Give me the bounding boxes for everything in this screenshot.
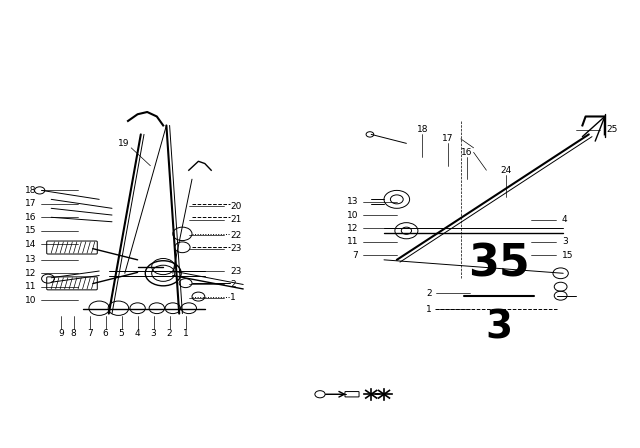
Text: 19: 19 (118, 139, 130, 148)
Text: 25: 25 (607, 125, 618, 134)
Text: 1: 1 (183, 329, 188, 338)
Text: 6: 6 (103, 329, 108, 338)
Text: 17: 17 (442, 134, 454, 143)
Text: 3: 3 (486, 308, 513, 346)
Text: 17: 17 (25, 199, 36, 208)
Text: 3: 3 (151, 329, 156, 338)
Text: 13: 13 (347, 197, 358, 206)
Text: 24: 24 (500, 166, 511, 175)
Text: 4: 4 (562, 215, 568, 224)
Text: 9: 9 (58, 329, 63, 338)
Text: 35: 35 (468, 243, 530, 286)
Text: 23: 23 (230, 244, 242, 253)
Text: 21: 21 (230, 215, 242, 224)
Text: 10: 10 (347, 211, 358, 220)
Text: 8: 8 (71, 329, 76, 338)
Text: 11: 11 (25, 282, 36, 291)
Text: 20: 20 (230, 202, 242, 211)
Text: 15: 15 (562, 251, 573, 260)
Text: 22: 22 (230, 231, 242, 240)
Text: 14: 14 (25, 240, 36, 249)
Text: 4: 4 (135, 329, 140, 338)
Text: 7: 7 (87, 329, 92, 338)
Text: 7: 7 (353, 251, 358, 260)
FancyBboxPatch shape (47, 277, 97, 290)
Text: 2: 2 (426, 289, 432, 298)
Text: 13: 13 (25, 255, 36, 264)
Text: 12: 12 (25, 269, 36, 278)
Text: 16: 16 (25, 213, 36, 222)
Text: 16: 16 (461, 148, 473, 157)
Text: 11: 11 (347, 237, 358, 246)
Text: 10: 10 (25, 296, 36, 305)
Text: 2: 2 (230, 280, 236, 289)
Text: 12: 12 (347, 224, 358, 233)
Text: 1: 1 (426, 305, 432, 314)
Text: 18: 18 (25, 186, 36, 195)
Text: 5: 5 (119, 329, 124, 338)
Text: 18: 18 (417, 125, 428, 134)
FancyBboxPatch shape (47, 241, 97, 254)
Text: 2: 2 (167, 329, 172, 338)
Text: 3: 3 (562, 237, 568, 246)
Text: 1: 1 (230, 293, 236, 302)
Text: 15: 15 (25, 226, 36, 235)
FancyBboxPatch shape (345, 392, 359, 397)
Text: 23: 23 (230, 267, 242, 276)
